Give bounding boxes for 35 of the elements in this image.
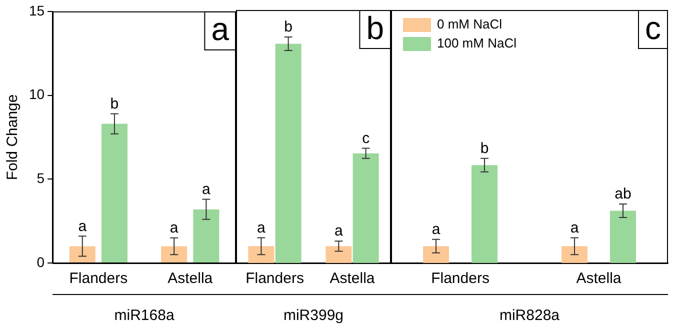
y-tick-label: 0 xyxy=(36,254,45,270)
data-label: b xyxy=(480,140,489,158)
data-label: a xyxy=(334,222,344,240)
x-tick-label: Astella xyxy=(330,270,376,288)
legend-label: 0 mM NaCl xyxy=(437,16,502,32)
y-tick-label: 5 xyxy=(36,170,45,186)
y-axis-title: Fold Change xyxy=(4,94,22,180)
data-label: a xyxy=(78,218,88,235)
bar xyxy=(193,209,220,262)
bar xyxy=(101,124,128,262)
chart-title: a xyxy=(211,11,230,48)
data-label: a xyxy=(257,219,266,236)
x-tick-label: Flanders xyxy=(69,270,128,288)
data-label: c xyxy=(362,130,370,147)
bar xyxy=(69,246,96,262)
legend-label: 100 mM NaCl xyxy=(437,36,517,51)
data-label: a xyxy=(202,180,212,198)
data-label: ab xyxy=(614,186,632,203)
data-label: b xyxy=(284,18,292,36)
y-tick-label: 15 xyxy=(28,2,45,18)
chart-title: c xyxy=(645,10,661,46)
x-tick-label: Astella xyxy=(168,270,214,288)
data-label: a xyxy=(432,221,441,238)
x-tick-label: Flanders xyxy=(246,270,304,288)
x-tick-label: Astella xyxy=(576,270,622,288)
data-label: a xyxy=(570,219,580,236)
x-axis-title: miR168a xyxy=(114,307,175,324)
data-label: a xyxy=(170,219,179,236)
x-tick-label: Flanders xyxy=(431,270,490,288)
y-tick-label: 10 xyxy=(28,86,45,102)
chart-title: b xyxy=(366,10,384,46)
data-label: b xyxy=(110,95,119,112)
bar xyxy=(161,246,188,262)
x-axis-title: miR828a xyxy=(499,307,560,324)
x-axis-title: miR399g xyxy=(283,307,344,324)
